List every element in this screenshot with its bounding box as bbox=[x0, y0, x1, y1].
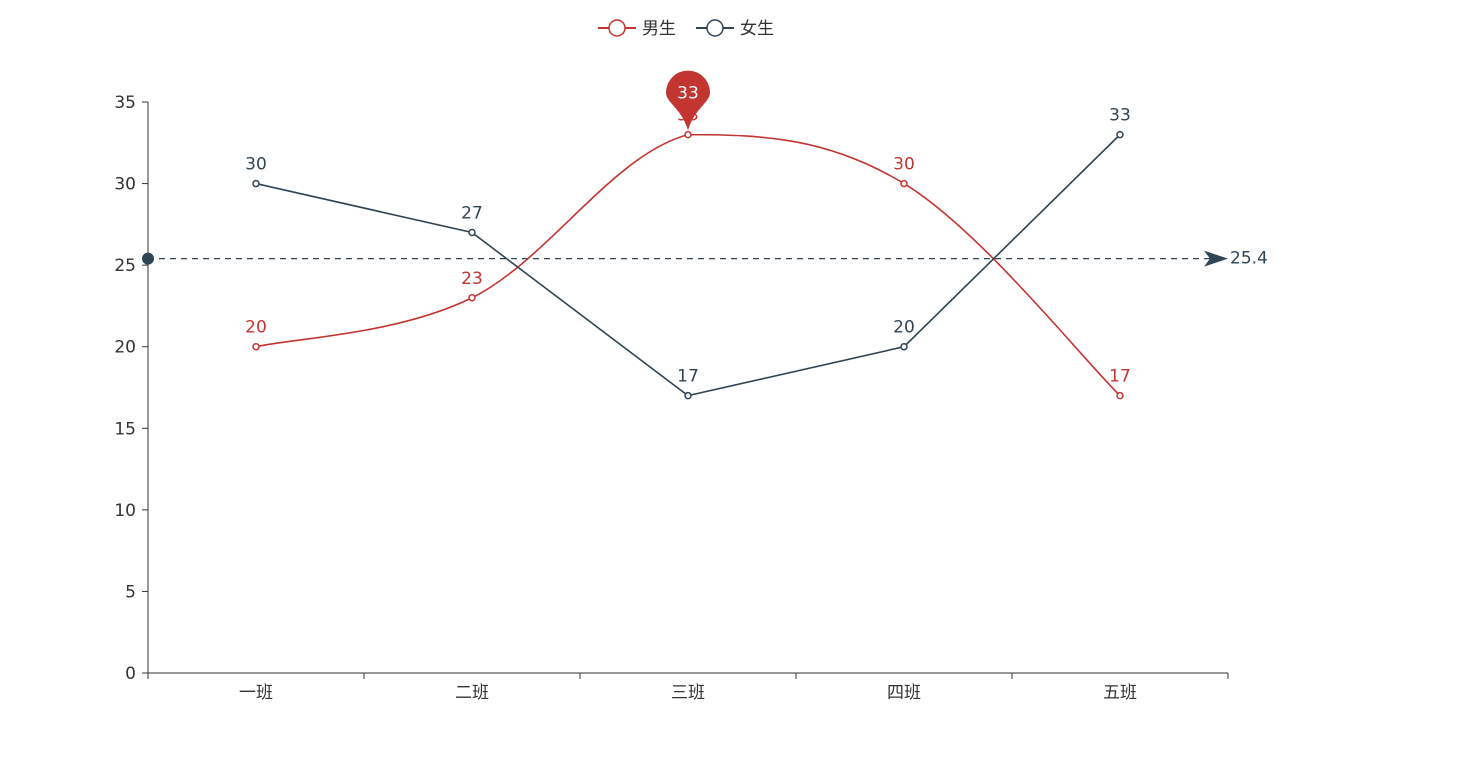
series-female: 30 27 17 20 33 bbox=[245, 106, 1131, 400]
data-point[interactable] bbox=[1116, 130, 1124, 139]
data-point[interactable] bbox=[684, 130, 692, 139]
x-tick-label: 五班 bbox=[1103, 683, 1137, 703]
data-point[interactable] bbox=[900, 342, 908, 351]
data-label: 30 bbox=[245, 155, 267, 175]
average-line-label: 25.4 bbox=[1230, 249, 1268, 269]
series-male: 20 23 33 30 17 bbox=[245, 106, 1131, 400]
x-tick-label: 三班 bbox=[671, 683, 705, 703]
legend-item-female[interactable]: 女生 bbox=[696, 19, 774, 39]
y-tick-label: 10 bbox=[114, 501, 136, 521]
legend-label: 女生 bbox=[740, 19, 774, 39]
data-point[interactable] bbox=[900, 179, 908, 188]
y-tick-label: 5 bbox=[125, 582, 136, 602]
average-line-arrow-icon bbox=[1204, 250, 1228, 267]
y-tick-label: 15 bbox=[114, 419, 136, 439]
y-tick-label: 25 bbox=[114, 256, 136, 276]
y-tick-label: 30 bbox=[114, 175, 136, 195]
y-tick-label: 20 bbox=[114, 338, 136, 358]
series-line-female bbox=[255, 134, 1121, 397]
legend-item-male[interactable]: 男生 bbox=[598, 19, 676, 39]
data-label: 30 bbox=[893, 155, 915, 175]
marker-group: 33 bbox=[666, 70, 710, 131]
max-marker-pin-icon bbox=[666, 70, 710, 131]
average-line-group: 25.4 bbox=[142, 249, 1268, 269]
data-point[interactable] bbox=[1116, 391, 1124, 400]
legend-circle-icon bbox=[608, 19, 626, 37]
max-marker-label: 33 bbox=[677, 84, 699, 104]
data-label: 33 bbox=[1109, 106, 1131, 126]
y-tick-label: 35 bbox=[114, 93, 136, 113]
series-line-male bbox=[255, 133, 1121, 397]
legend-label: 男生 bbox=[642, 19, 676, 39]
data-label: 27 bbox=[461, 204, 483, 224]
data-point[interactable] bbox=[252, 179, 260, 188]
legend[interactable]: 男生 女生 bbox=[598, 19, 774, 39]
max-marker-pin[interactable]: 33 bbox=[666, 70, 710, 131]
x-tick-label: 一班 bbox=[239, 683, 273, 703]
y-tick-label: 0 bbox=[125, 664, 136, 684]
data-point[interactable] bbox=[468, 294, 476, 302]
data-label: 20 bbox=[245, 318, 267, 338]
data-label: 17 bbox=[1109, 367, 1131, 387]
legend-circle-icon bbox=[706, 19, 724, 37]
data-label: 17 bbox=[677, 367, 699, 387]
axes: 0 5 10 15 20 25 30 35 一班 二班 三班 四班 五班 bbox=[114, 93, 1229, 703]
data-point[interactable] bbox=[468, 228, 476, 237]
data-point[interactable] bbox=[684, 391, 692, 400]
data-label: 20 bbox=[893, 318, 915, 338]
data-label: 23 bbox=[461, 269, 483, 289]
x-tick-label: 二班 bbox=[455, 683, 489, 703]
data-point[interactable] bbox=[252, 342, 260, 351]
x-tick-label: 四班 bbox=[887, 683, 921, 703]
